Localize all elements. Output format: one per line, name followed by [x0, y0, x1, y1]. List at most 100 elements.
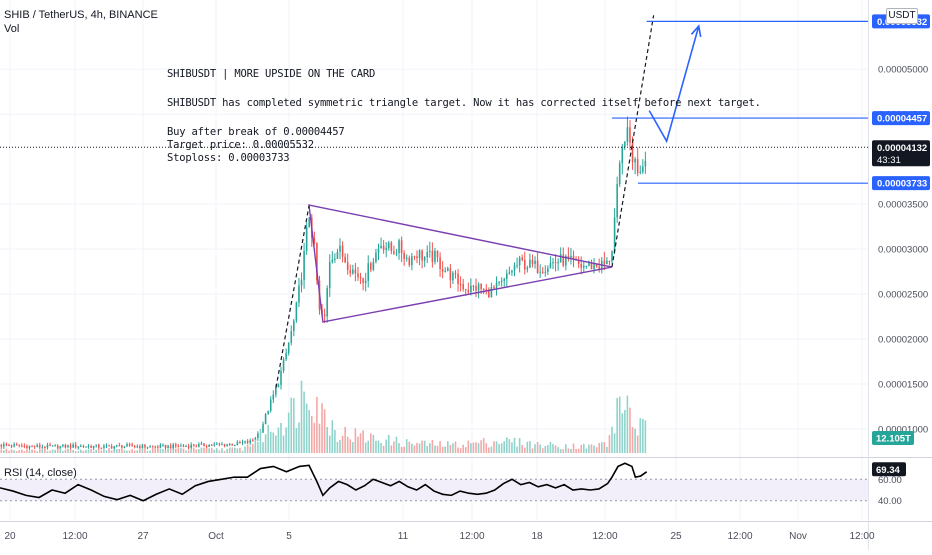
candle-body: [552, 262, 554, 264]
price-axis-tick-label: 0.00001000: [878, 424, 928, 435]
candle-body: [172, 444, 175, 449]
candle-body: [313, 237, 316, 244]
candle-body: [346, 262, 349, 271]
candle-body: [562, 254, 565, 266]
candle-body: [305, 227, 308, 252]
time-axis-tick-label: Nov: [789, 531, 807, 542]
volume-bar: [180, 447, 182, 453]
volume-bar: [236, 448, 239, 453]
candle-body: [131, 444, 133, 447]
volume-indicator-label[interactable]: Vol: [4, 23, 20, 35]
volume-bar: [303, 391, 305, 453]
candle-body: [223, 444, 226, 447]
volume-bar: [405, 439, 408, 453]
volume-bar: [239, 447, 241, 453]
candle-body: [426, 252, 429, 258]
volume-bar: [629, 407, 631, 453]
volume-bar: [387, 434, 390, 453]
volume-bar: [198, 449, 200, 453]
time-axis-tick-label: 12:00: [62, 531, 87, 542]
candle-body: [608, 260, 611, 262]
dashed-trendline: [275, 205, 310, 388]
volume-bar: [370, 433, 372, 453]
rsi-axis-tick-label: 60.00: [878, 475, 902, 486]
candle-body: [157, 446, 159, 448]
time-axis-tick-label: 12:00: [849, 531, 874, 542]
candle-body: [28, 445, 31, 448]
candle-body: [588, 261, 590, 266]
candle-body: [267, 410, 269, 415]
candle-body: [554, 262, 557, 264]
volume-bar: [0, 449, 3, 453]
candle-body: [411, 256, 413, 265]
volume-bar: [90, 448, 92, 453]
volume-bar: [195, 449, 198, 453]
candle-body: [400, 240, 403, 254]
volume-bar: [400, 446, 403, 453]
volume-bar: [146, 450, 149, 453]
volume-bar: [416, 442, 418, 453]
volume-bar: [3, 450, 5, 453]
volume-bar: [249, 446, 251, 453]
candle-body: [62, 444, 64, 447]
volume-bar: [269, 431, 272, 453]
volume-bar: [275, 435, 277, 453]
volume-bar: [228, 447, 231, 453]
volume-bar: [462, 444, 464, 453]
candle-body: [516, 265, 518, 267]
volume-tag-label: 12.105T: [876, 434, 911, 445]
volume-bar: [554, 445, 557, 453]
candle-body: [472, 285, 475, 287]
annotation-buy: Buy after break of 0.00004457: [167, 126, 345, 138]
candle-body: [613, 217, 616, 252]
symbol-title[interactable]: SHIB / TetherUS, 4h, BINANCE: [4, 9, 158, 21]
volume-bar: [49, 450, 51, 453]
volume-bar: [95, 449, 98, 453]
candle-body: [23, 445, 26, 447]
candle-body: [213, 444, 216, 446]
volume-bar: [403, 446, 405, 453]
volume-bar: [357, 436, 359, 453]
candle-body: [282, 359, 285, 371]
candle-body: [367, 263, 370, 281]
volume-bar: [339, 439, 341, 453]
volume-bar: [408, 441, 411, 453]
volume-bar: [352, 442, 354, 453]
volume-bar: [131, 449, 133, 453]
candle-body: [231, 444, 234, 446]
volume-bar: [593, 445, 595, 453]
time-axis-tick-label: 20: [4, 531, 16, 542]
volume-bar: [582, 443, 585, 453]
candle-body: [269, 399, 272, 411]
currency-button[interactable]: USDT: [886, 8, 918, 24]
candle-body: [323, 314, 326, 317]
volume-bar: [606, 446, 608, 453]
candle-body: [521, 257, 523, 260]
candle-body: [203, 443, 205, 447]
volume-bar: [13, 450, 15, 453]
candle-body: [174, 444, 177, 447]
candle-body: [33, 445, 36, 447]
volume-bar: [457, 447, 459, 453]
time-axis-tick-label: 5: [286, 531, 292, 542]
volume-bar: [226, 448, 228, 453]
volume-bar: [64, 449, 67, 453]
volume-bar: [167, 448, 169, 453]
candle-body: [95, 444, 98, 446]
rsi-label[interactable]: RSI (14, close): [4, 467, 77, 479]
candle-body: [398, 240, 400, 254]
volume-bar: [421, 440, 423, 453]
time-axis-tick-label: Oct: [208, 531, 224, 542]
candle-body: [221, 444, 223, 446]
candle-body: [452, 272, 454, 281]
volume-bar: [51, 449, 54, 453]
volume-bar: [526, 441, 529, 453]
candle-body: [459, 283, 462, 285]
candle-body: [100, 447, 103, 449]
volume-bar: [8, 450, 10, 453]
candle-body: [446, 268, 449, 271]
volume-bar: [313, 422, 316, 453]
dashed-trendline: [611, 15, 655, 268]
